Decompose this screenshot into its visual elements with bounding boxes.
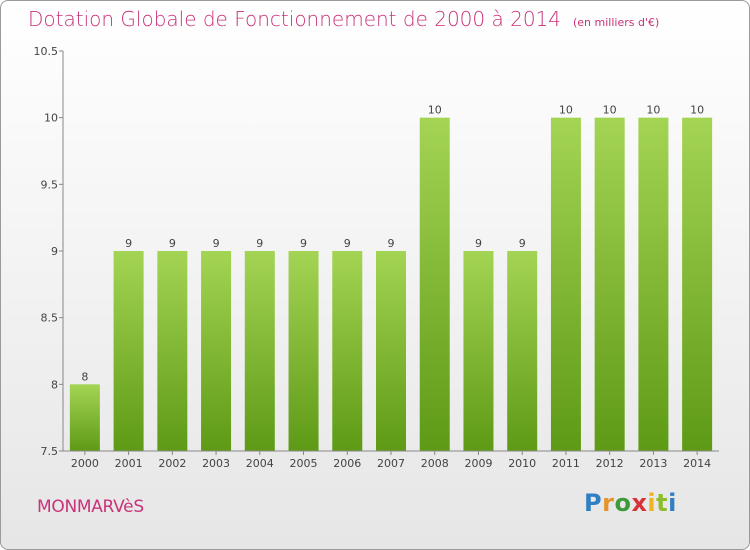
bar-2014 <box>682 117 713 452</box>
x-tick-label: 2012 <box>596 457 624 470</box>
labels-group: 8 9 9 9 9 9 9 9 10 9 9 10 10 10 10 <box>81 104 704 384</box>
y-tick-label: 8.5 <box>41 312 59 325</box>
data-label-2009: 9 <box>475 237 482 250</box>
x-tick-label: 2004 <box>246 457 274 470</box>
x-tick-label: 2000 <box>71 457 99 470</box>
data-label-2012: 10 <box>603 104 617 117</box>
data-label-2014: 10 <box>690 104 704 117</box>
y-tick-label: 7.5 <box>41 445 59 458</box>
x-tick-label: 2003 <box>202 457 230 470</box>
bar-2008 <box>419 117 450 452</box>
bar-2013 <box>638 117 669 452</box>
data-label-2013: 10 <box>646 104 660 117</box>
chart-title: Dotation Globale de Fonctionnement de 20… <box>28 7 659 31</box>
x-tick-label: 2006 <box>333 457 361 470</box>
bar-2005 <box>288 251 319 451</box>
data-label-2003: 9 <box>213 237 220 250</box>
bar-2009 <box>463 251 494 451</box>
axes-group: 7.5 8 8.5 9 9.5 10 10.5 2000 2001 2002 2003 2004 200… <box>34 45 719 470</box>
x-tick-label: 2001 <box>115 457 143 470</box>
x-tick-label: 2014 <box>683 457 711 470</box>
data-label-2004: 9 <box>256 237 263 250</box>
bar-2006 <box>332 251 363 451</box>
x-tick-label: 2008 <box>421 457 449 470</box>
y-tick-label: 10.5 <box>34 45 59 58</box>
proxiti-logo: Proxiti <box>584 489 677 517</box>
data-label-2010: 9 <box>519 237 526 250</box>
x-tick-label: 2002 <box>158 457 186 470</box>
x-tick-label: 2010 <box>508 457 536 470</box>
data-label-2001: 9 <box>125 237 132 250</box>
data-label-2002: 9 <box>169 237 176 250</box>
y-tick-label: 9 <box>51 245 58 258</box>
bar-2012 <box>594 117 625 452</box>
chart-unit-label: (en milliers d'€) <box>573 16 660 29</box>
x-tick-label: 2007 <box>377 457 405 470</box>
x-tick-label: 2013 <box>639 457 667 470</box>
data-label-2006: 9 <box>344 237 351 250</box>
x-tick-label: 2011 <box>552 457 580 470</box>
data-label-2007: 9 <box>388 237 395 250</box>
bars-group <box>69 117 713 452</box>
bar-2007 <box>376 251 406 451</box>
data-label-2011: 10 <box>559 104 573 117</box>
bar-2001 <box>113 251 144 451</box>
bar-2003 <box>201 251 232 451</box>
chart-title-text: Dotation Globale de Fonctionnement de 20… <box>28 7 561 31</box>
y-tick-label: 9.5 <box>41 178 59 191</box>
x-tick-label: 2009 <box>464 457 492 470</box>
commune-name: MONMARVèS <box>37 497 144 517</box>
bar-2010 <box>507 251 538 451</box>
y-tick-label: 10 <box>44 112 58 125</box>
data-label-2008: 10 <box>428 104 442 117</box>
bar-2000 <box>69 384 100 451</box>
x-tick-label: 2005 <box>290 457 318 470</box>
bar-2011 <box>550 117 581 452</box>
bar-2004 <box>244 251 275 451</box>
data-label-2005: 9 <box>300 237 307 250</box>
data-label-2000: 8 <box>81 370 88 383</box>
bar-2002 <box>157 251 188 451</box>
y-tick-label: 8 <box>51 378 58 391</box>
